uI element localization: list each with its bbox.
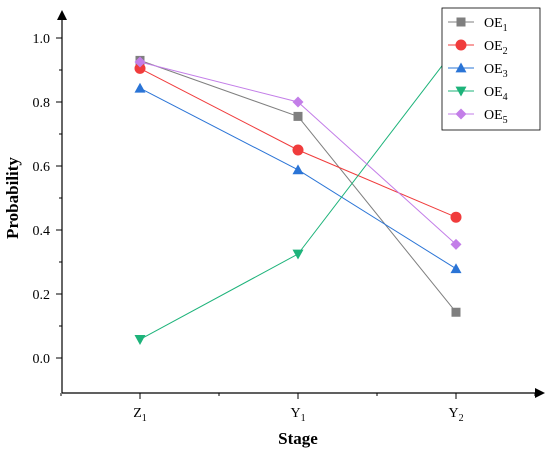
data-point (134, 56, 146, 68)
data-point (451, 307, 461, 317)
data-point (292, 144, 304, 156)
legend-marker (456, 17, 466, 27)
legend-label: OE3 (484, 62, 508, 80)
data-point (134, 335, 146, 345)
x-tick-label: Z1 (133, 406, 147, 424)
series-line (139, 67, 457, 218)
legend-item: OE2 (448, 39, 508, 57)
series-oe3 (134, 82, 462, 274)
y-tick-label: 0.2 (33, 288, 51, 303)
data-point (293, 111, 303, 121)
data-point (450, 238, 462, 250)
series-oe5 (134, 56, 462, 250)
x-tick-label: Y1 (290, 406, 305, 424)
data-point (134, 62, 146, 74)
legend-item: OE5 (448, 108, 508, 126)
y-tick-label: 0.0 (33, 352, 51, 367)
legend-label: OE1 (484, 16, 508, 34)
legend-item: OE4 (448, 85, 508, 103)
axes (57, 10, 545, 398)
series-oe1 (135, 55, 461, 317)
legend-item: OE3 (448, 62, 508, 80)
series-oe4 (134, 43, 462, 345)
data-point (450, 211, 462, 223)
legend-label: OE2 (484, 39, 508, 57)
legend: OE1 OE2 OE3 OE4 OE5 (441, 7, 541, 131)
y-axis-arrow (57, 10, 67, 20)
y-tick-label: 1.0 (33, 32, 51, 47)
legend-marker (455, 86, 467, 97)
series-group (134, 43, 462, 345)
y-tick-label: 0.8 (33, 96, 51, 111)
legend-label: OE4 (484, 85, 508, 103)
y-axis-ticks: 0.0 0.2 0.4 0.6 0.8 1.0 (33, 32, 62, 367)
data-point (292, 164, 304, 175)
data-point (292, 96, 304, 108)
data-point (292, 249, 304, 260)
series-oe2 (134, 62, 462, 223)
x-axis-label: Stage (278, 429, 318, 448)
legend-item: OE1 (448, 16, 508, 34)
legend-marker (455, 62, 467, 73)
y-tick-label: 0.6 (33, 160, 51, 175)
series-line (139, 47, 457, 340)
legend-label: OE5 (484, 108, 508, 126)
x-axis-arrow (535, 388, 545, 398)
y-tick-label: 0.4 (33, 224, 51, 239)
data-point (450, 263, 462, 274)
legend-marker (455, 108, 467, 120)
x-axis-ticks: Z1 Y1 Y2 (60, 393, 536, 424)
y-axis-label: Probability (3, 157, 22, 239)
data-point (134, 82, 146, 93)
x-tick-label: Y2 (448, 406, 463, 424)
legend-marker (455, 39, 467, 51)
